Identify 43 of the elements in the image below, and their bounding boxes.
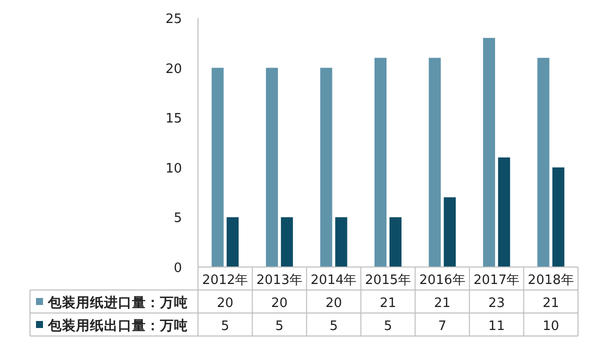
data-label: 5 [384,319,392,334]
bar [498,157,510,267]
bar [428,58,441,267]
data-label: 10 [542,319,560,334]
data-label: 23 [488,296,505,311]
y-tick-label: 20 [165,62,182,77]
bar [320,68,332,267]
legend-label: 包装用纸进口量：万吨 [47,295,188,311]
x-tick-label: 2016年 [419,273,466,288]
data-label: 20 [325,296,342,311]
x-tick-label: 2015年 [364,273,412,288]
data-label: 7 [438,319,446,334]
legend-label: 包装用纸出口量：万吨 [47,318,188,334]
y-tick-label: 5 [174,211,182,226]
y-tick-label: 15 [165,112,182,127]
bar [226,217,239,267]
x-tick-label: 2012年 [202,273,248,288]
bar [266,68,278,267]
bar [374,58,386,267]
data-label: 5 [330,319,338,334]
bar [390,217,402,267]
bar [552,167,564,267]
y-tick-label: 0 [174,261,182,276]
x-tick-label: 2014年 [310,273,357,288]
data-label: 20 [216,296,234,311]
data-label: 5 [275,319,284,334]
bar [537,58,550,267]
data-label: 20 [271,296,288,311]
x-tick-label: 2013年 [256,273,302,288]
bar [483,38,496,267]
bar [335,217,348,267]
bar [444,197,456,267]
bar [280,217,293,267]
data-label: 21 [434,296,451,311]
x-tick-label: 2018年 [528,273,574,288]
bar [212,68,224,267]
data-label: 5 [221,319,230,334]
data-label: 21 [542,296,560,311]
x-tick-label: 2017年 [474,273,520,288]
data-label: 11 [488,319,505,334]
y-tick-label: 25 [165,12,182,27]
data-label: 21 [380,296,396,311]
y-tick-label: 10 [165,161,182,176]
